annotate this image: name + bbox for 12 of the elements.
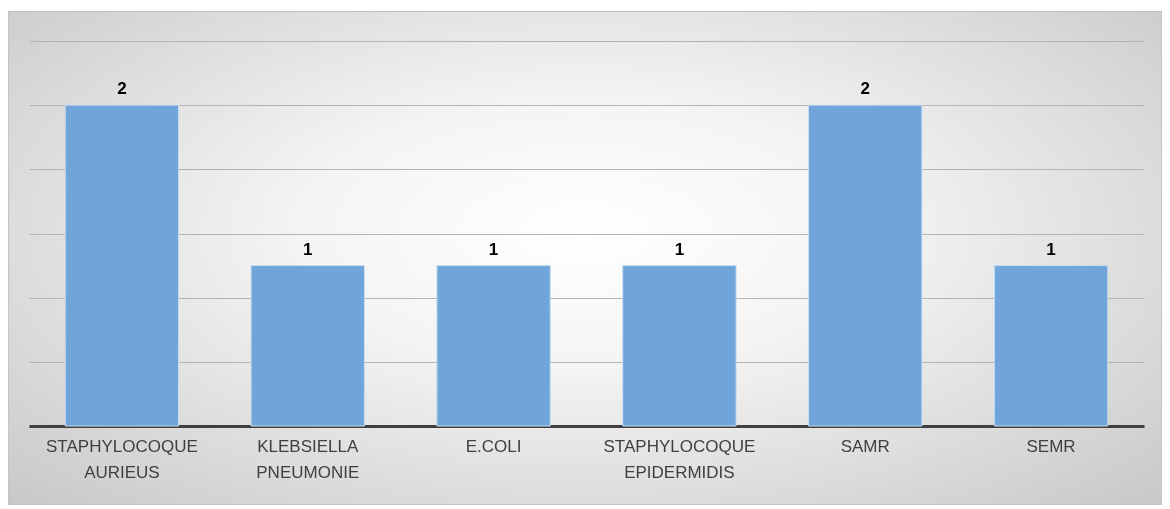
data-label: 1 <box>674 239 685 259</box>
data-label: 1 <box>303 239 313 259</box>
x-tick-label: KLEBSIELLA PNEUMONIE <box>256 436 360 482</box>
x-tick-label: SAMR <box>840 436 890 456</box>
data-label: 2 <box>860 79 870 99</box>
x-tick-label: E.COLI <box>465 436 522 456</box>
x-tick-label: STAPHYLOCOQUE AURIEUS <box>46 436 198 482</box>
x-tick-label: STAPHYLOCOQUE EPIDERMIDIS <box>603 436 756 482</box>
data-label: 1 <box>488 239 499 259</box>
data-label: 1 <box>1046 239 1056 259</box>
x-tick-label: SEMR <box>1026 436 1076 456</box>
data-label: 2 <box>117 79 127 99</box>
